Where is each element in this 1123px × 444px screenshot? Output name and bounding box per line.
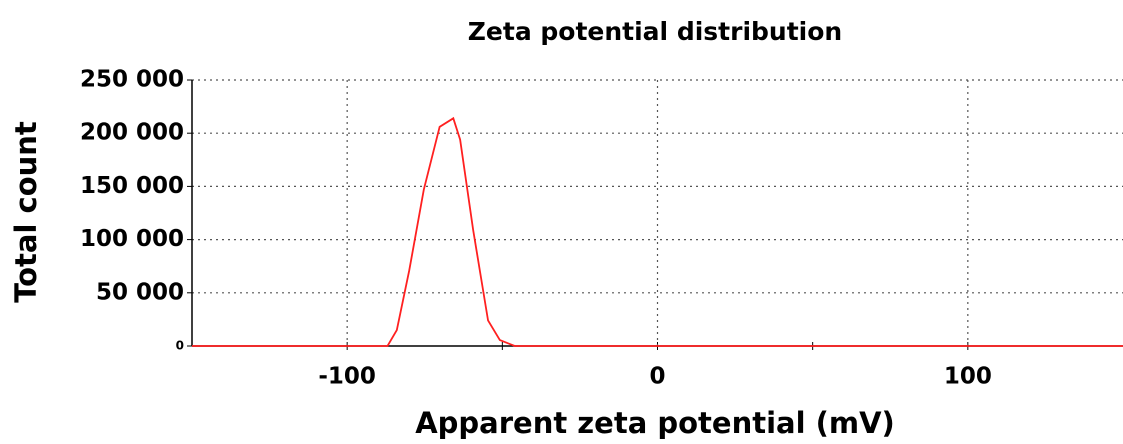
y-tick-label: 50 000 [96,279,184,305]
x-tick-label: -100 [318,364,376,390]
x-tick-label: 100 [944,364,992,390]
y-tick-label: 250 000 [80,67,184,93]
data-line [192,116,1123,347]
x-axis-label: Apparent zeta potential (mV) [415,406,895,440]
y-tick-label: 200 000 [80,120,184,146]
y-axis-label: Total count [9,121,43,303]
chart-title: Zeta potential distribution [468,17,842,46]
x-tick-label: 0 [649,364,665,390]
y-tick-label: 150 000 [80,173,184,199]
y-tick-label: 0 [176,339,184,353]
y-tick-label: 100 000 [80,226,184,252]
